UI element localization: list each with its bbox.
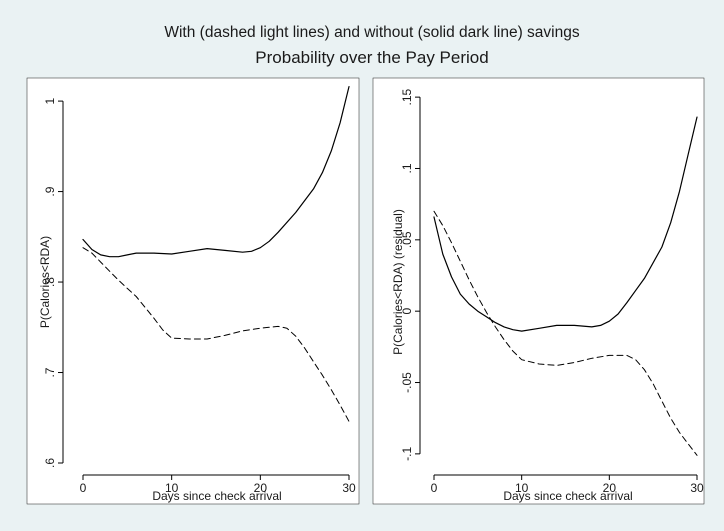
right-x-tick-label: 0 (431, 481, 438, 495)
right-y-tick-label: .15 (400, 88, 414, 105)
left-y-tick-label: .6 (43, 458, 57, 468)
right-x-tick-label: 30 (690, 481, 704, 495)
left-y-tick-label: 1 (43, 97, 57, 104)
left-panel-background (26, 77, 360, 505)
right-panel: P(Calories<RDA) (residual) Days since ch… (372, 77, 705, 505)
left-panel: P(Calories<RDA) Days since check arrival… (26, 77, 360, 505)
figure-subtitle: Probability over the Pay Period (255, 48, 488, 67)
right-y-tick-label: -.1 (400, 447, 414, 461)
left-y-axis-label: P(Calories<RDA) (38, 236, 52, 328)
right-x-axis-label: Days since check arrival (503, 489, 632, 503)
left-series-dashed-line (82, 247, 350, 422)
left-x-tick-label: 30 (342, 481, 356, 495)
right-x-tick-label: 20 (603, 481, 617, 495)
right-x-tick-label: 10 (515, 481, 529, 495)
left-y-tick-label: .8 (43, 277, 57, 287)
left-x-tick-label: 20 (254, 481, 268, 495)
right-series-solid-line (433, 116, 698, 332)
right-y-axis-label: P(Calories<RDA) (residual) (391, 209, 405, 355)
right-y-tick-label: .05 (400, 231, 414, 248)
left-series-solid-line (82, 85, 350, 258)
right-y-tick-label: .1 (400, 163, 414, 173)
left-y-tick-label: .7 (43, 367, 57, 377)
right-panel-background (372, 77, 705, 505)
right-y-tick-label: 0 (400, 308, 414, 315)
left-x-axis-label: Days since check arrival (152, 489, 281, 503)
left-y-tick-label: .9 (43, 186, 57, 196)
figure-title: With (dashed light lines) and without (s… (164, 24, 580, 41)
right-y-tick-label: -.05 (400, 372, 414, 393)
left-x-tick-label: 10 (165, 481, 179, 495)
left-x-tick-label: 0 (80, 481, 87, 495)
